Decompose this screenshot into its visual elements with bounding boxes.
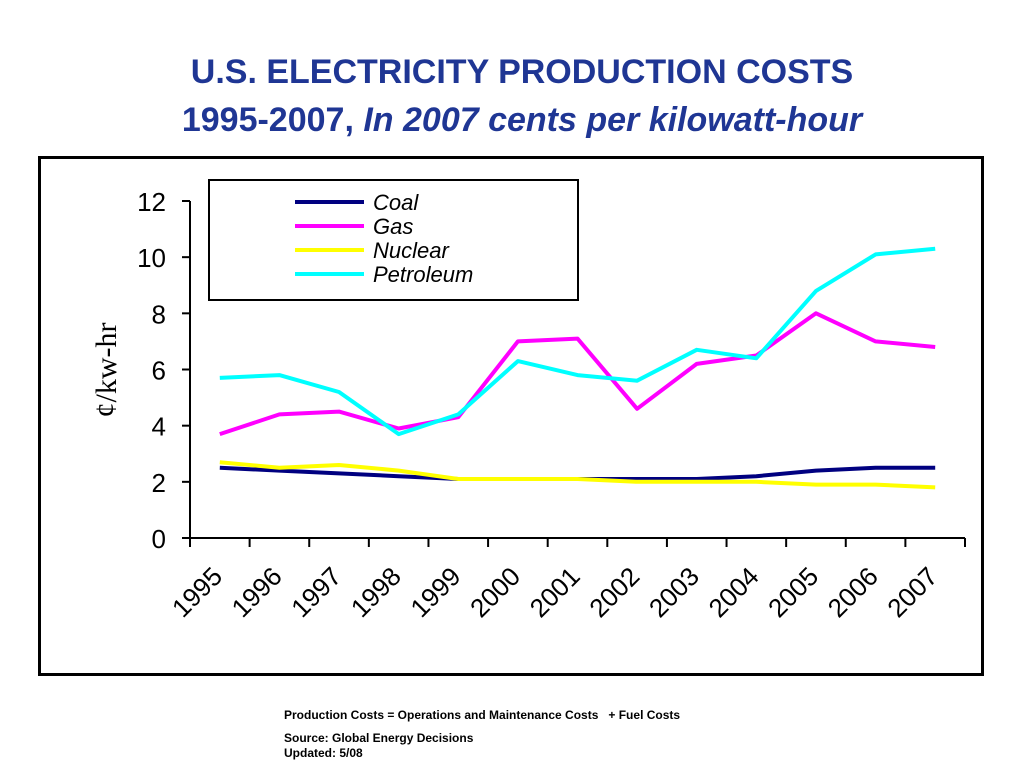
- y-tick-label: 12: [137, 187, 166, 217]
- y-tick-label: 6: [152, 356, 166, 386]
- x-tick-label: 1997: [285, 561, 347, 623]
- y-tick-label: 8: [152, 299, 166, 329]
- legend-label-nuclear: Nuclear: [373, 238, 450, 263]
- series-line-gas: [219, 311, 936, 436]
- chart-title-line2: 1995-2007, In 2007 cents per kilowatt-ho…: [0, 100, 1024, 140]
- x-tick-label: 2003: [643, 561, 705, 623]
- x-tick-label: 1999: [404, 561, 466, 623]
- y-tick-label: 2: [152, 468, 166, 498]
- series-line-nuclear: [219, 460, 936, 490]
- x-tick-label: 2001: [524, 561, 586, 623]
- chart-title-units: In 2007 cents per kilowatt-hour: [363, 101, 863, 139]
- legend-box: [208, 179, 579, 301]
- x-tick-label: 2004: [702, 561, 764, 623]
- x-tick-label: 2005: [762, 561, 824, 623]
- x-tick-label: 2007: [881, 561, 943, 623]
- y-axis-title: ¢/kw-hr: [90, 323, 123, 418]
- legend-label-coal: Coal: [373, 190, 419, 215]
- legend-label-petroleum: Petroleum: [373, 262, 473, 287]
- legend-label-gas: Gas: [373, 214, 413, 239]
- x-tick-label: 1996: [226, 561, 288, 623]
- y-tick-label: 4: [152, 412, 166, 442]
- series-line-petroleum: [219, 246, 936, 437]
- x-tick-label: 1998: [345, 561, 407, 623]
- chart-title-line1: U.S. ELECTRICITY PRODUCTION COSTS: [190, 53, 854, 91]
- y-tick-label: 0: [152, 524, 166, 554]
- x-tick-label: 1995: [166, 561, 228, 623]
- x-tick-label: 2006: [822, 561, 884, 623]
- footnote-definition: Production Costs = Operations and Mainte…: [284, 708, 681, 722]
- chart-title-years: 1995-2007,: [181, 101, 364, 139]
- x-tick-label: 2000: [464, 561, 526, 623]
- x-tick-label: 2002: [583, 561, 645, 623]
- y-tick-label: 10: [137, 243, 166, 273]
- footnote-updated: Updated: 5/08: [284, 746, 363, 760]
- footnote-source: Source: Global Energy Decisions: [284, 731, 474, 745]
